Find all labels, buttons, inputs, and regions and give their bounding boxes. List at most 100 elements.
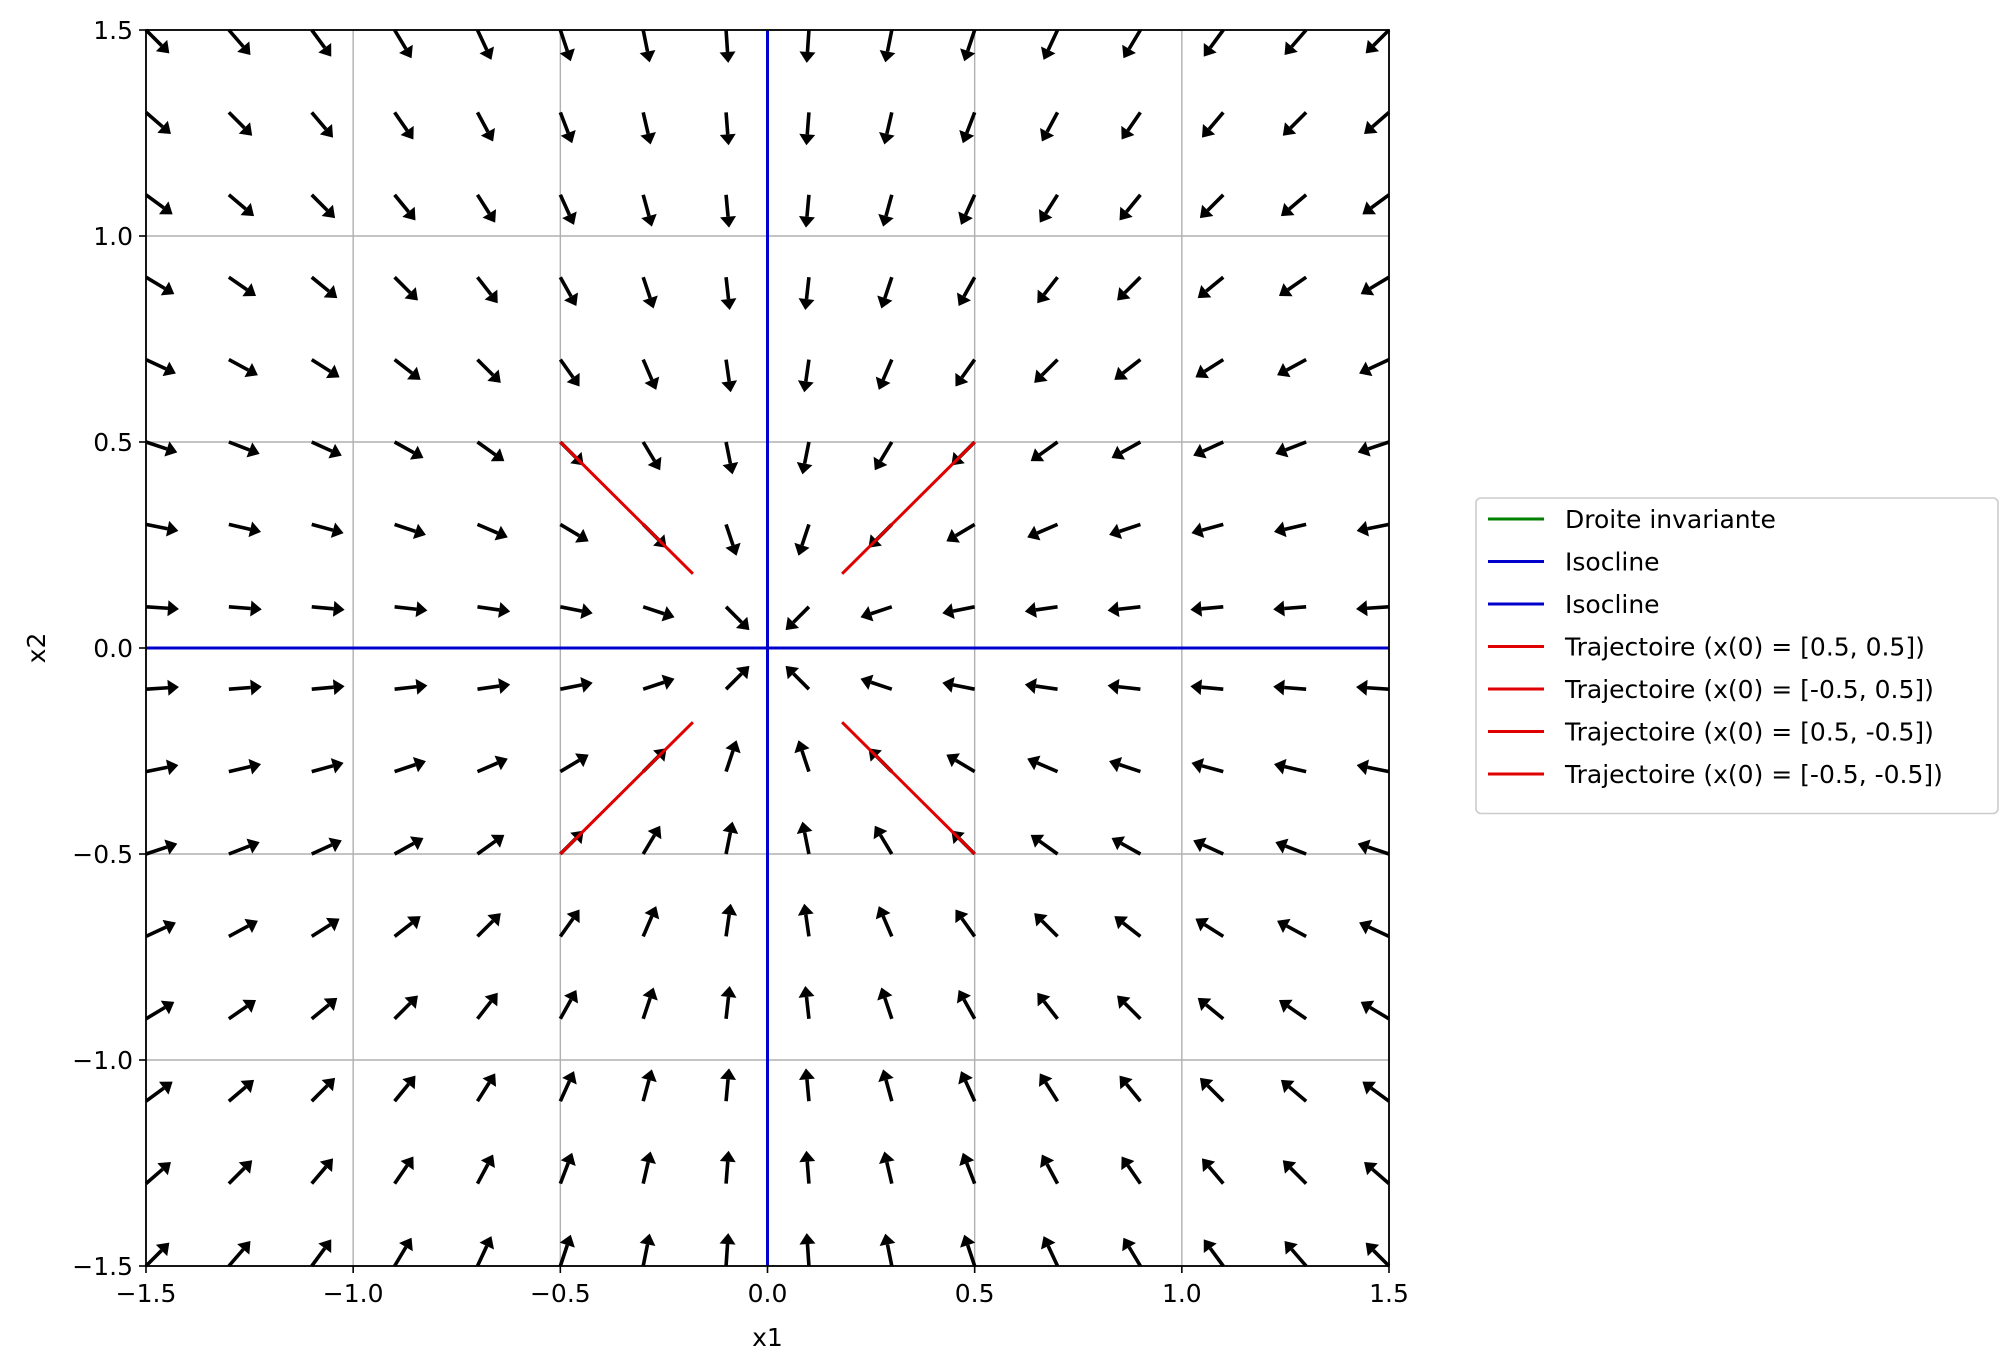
y-tick-label: −1.0 [72,1046,133,1075]
x-tick-label: −1.0 [323,1279,384,1308]
field-arrow-head [642,987,658,1001]
field-arrow [145,679,179,696]
field-arrow [228,758,262,775]
field-arrow [1191,522,1224,538]
field-arrow-shaft [805,194,811,217]
field-arrow-shaft [475,29,489,51]
legend-item: Trajectoire (x(0) = [-0.5, 0.5]) [1488,675,1934,704]
field-arrow [559,677,593,693]
x-tick-label: 1.0 [1162,1279,1202,1308]
field-arrow-head [721,380,738,393]
field-arrow [1356,759,1390,776]
field-arrow-head [1365,39,1380,54]
field-arrow-head [942,677,955,693]
field-arrow-shaft [393,1001,412,1021]
field-arrow [476,276,498,304]
field-arrow-shaft [1287,275,1308,292]
field-arrow-shaft [310,275,330,293]
field-arrow [1273,679,1307,696]
field-arrow-head [1197,284,1212,299]
field-arrow [558,989,579,1020]
field-arrow-shaft [800,523,811,546]
field-arrow-head [1191,522,1205,538]
field-arrow-shaft [1371,111,1391,129]
field-arrow-head [1277,362,1291,378]
field-arrow-shaft [641,1161,650,1185]
field-arrow-shaft [1207,111,1225,131]
field-arrow [1360,1000,1390,1021]
field-arrow-shaft [310,358,332,373]
field-arrow-shaft [1118,762,1141,774]
field-arrow-shaft [475,111,490,133]
field-arrow-shaft [966,1244,977,1267]
field-arrow-shaft [559,683,583,691]
field-arrow-head [242,999,256,1013]
vector-field [144,28,1391,1268]
field-arrow-shaft [724,832,733,855]
field-arrow [797,903,814,937]
y-axis-ticks: −1.5 −1.0 −0.5 0.0 0.5 1.0 1.5 [72,16,146,1281]
field-arrow-head [1040,1236,1056,1250]
field-arrow-head [1024,678,1037,695]
field-arrow-shaft [641,1079,651,1102]
field-arrow-shaft [954,758,976,774]
field-arrow [639,1233,656,1267]
field-arrow-shaft [1038,839,1059,856]
field-arrow [1277,918,1307,938]
field-arrow-shaft [393,111,409,132]
field-arrow-shaft [310,1247,327,1268]
field-arrow-head [407,366,421,380]
field-arrow-head [1282,1160,1297,1174]
field-arrow-shaft [963,194,977,216]
field-arrow-head [1111,836,1126,851]
field-arrow-shaft [1202,440,1225,453]
field-arrow-shaft [1201,522,1224,532]
field-arrow-shaft [1044,1081,1060,1103]
field-arrow-shaft [965,1162,977,1185]
field-arrow [394,601,428,618]
field-arrow-head [955,372,969,387]
field-arrow-shaft [1125,193,1142,213]
field-arrow [796,441,813,475]
field-arrow [641,358,660,390]
field-arrow-shaft [476,1000,493,1020]
field-arrow-shaft [1035,684,1058,691]
field-arrow [393,836,424,856]
field-arrow-head [942,603,955,619]
field-arrow [1107,678,1141,695]
field-arrow [144,111,171,135]
field-arrow-head [162,361,176,377]
field-arrow-head [785,665,800,680]
field-arrow-shaft [1123,275,1142,295]
field-arrow [1357,440,1390,457]
field-arrow [475,1236,495,1267]
field-arrow-head [1109,523,1123,539]
field-arrow [145,357,176,377]
field-arrow [228,600,262,617]
field-arrow [641,441,662,471]
field-arrow-head [1199,1077,1214,1092]
field-arrow-head [1359,361,1373,377]
field-arrow-head [412,757,426,773]
field-arrow [1190,600,1224,617]
field-arrow [860,605,893,622]
field-arrow-head [580,603,593,619]
field-arrow-head [1360,281,1375,296]
field-arrow-head [1122,44,1136,59]
field-arrow-shaft [310,923,332,938]
field-arrow-head [1357,441,1371,457]
field-arrow [558,1152,576,1185]
field-arrow-shaft [963,1080,977,1102]
field-arrow-head [878,1069,894,1083]
field-arrow-shaft [1203,358,1225,373]
field-arrow-shaft [394,684,417,691]
field-arrow [1356,679,1390,696]
field-arrow [1024,678,1058,695]
field-arrow-head [1364,120,1378,135]
field-arrow [1203,1239,1225,1268]
field-arrow-head [399,44,413,59]
field-arrow [393,111,414,140]
field-arrow-head [719,1150,736,1163]
field-arrow-head [1121,1156,1135,1171]
field-arrow [879,1233,896,1267]
